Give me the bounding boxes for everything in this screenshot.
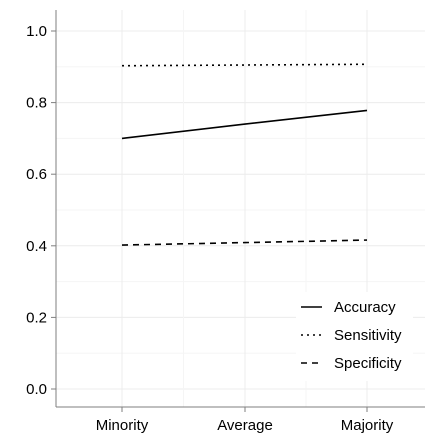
y-tick-label: 0.0 — [26, 381, 47, 398]
series-line-sensitivity — [121, 63, 368, 67]
legend-label-accuracy: Accuracy — [334, 299, 396, 316]
series-line-accuracy — [121, 109, 368, 140]
series-lines — [121, 63, 368, 246]
x-tick-label: Majority — [341, 417, 394, 434]
series-line-specificity — [121, 239, 368, 246]
legend-label-specificity: Specificity — [334, 355, 402, 372]
y-tick-label: 0.6 — [26, 166, 47, 183]
axes: 0.0 0.2 0.4 0.6 0.8 1.0 Minority Average Majorit… — [26, 10, 425, 434]
x-tick-label: Minority — [96, 417, 149, 434]
legend: Accuracy Sensitivity Specificity — [296, 292, 413, 381]
grid-lines — [56, 10, 425, 407]
y-tick-label: 0.2 — [26, 309, 47, 326]
x-tick-label: Average — [217, 417, 273, 434]
legend-label-sensitivity: Sensitivity — [334, 327, 402, 344]
y-tick-label: 1.0 — [26, 23, 47, 40]
y-tick-label: 0.8 — [26, 95, 47, 112]
y-tick-label: 0.4 — [26, 238, 47, 255]
